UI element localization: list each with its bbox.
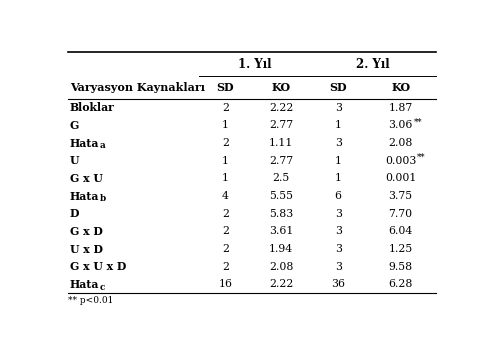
Text: G x U: G x U <box>70 173 103 184</box>
Text: 3: 3 <box>335 209 342 219</box>
Text: G x D: G x D <box>70 226 103 237</box>
Text: 2.22: 2.22 <box>269 280 294 290</box>
Text: 1: 1 <box>335 120 342 130</box>
Text: SD: SD <box>216 82 234 93</box>
Text: 2: 2 <box>222 103 229 113</box>
Text: Bloklar: Bloklar <box>70 102 115 113</box>
Text: 5.55: 5.55 <box>269 191 293 201</box>
Text: **: ** <box>414 117 422 126</box>
Text: D: D <box>70 208 79 219</box>
Text: 2: 2 <box>222 138 229 148</box>
Text: c: c <box>100 283 105 292</box>
Text: 16: 16 <box>218 280 232 290</box>
Text: 0.003: 0.003 <box>385 156 417 166</box>
Text: Hata: Hata <box>70 137 99 148</box>
Text: b: b <box>100 194 106 203</box>
Text: 1.25: 1.25 <box>388 244 413 254</box>
Text: 3: 3 <box>335 138 342 148</box>
Text: 5.83: 5.83 <box>269 209 294 219</box>
Text: 2. Yıl: 2. Yıl <box>356 58 390 71</box>
Text: 3.61: 3.61 <box>269 226 294 236</box>
Text: G: G <box>70 120 79 131</box>
Text: 1.11: 1.11 <box>269 138 294 148</box>
Text: 2: 2 <box>222 262 229 272</box>
Text: 2: 2 <box>222 226 229 236</box>
Text: KO: KO <box>272 82 291 93</box>
Text: Hata: Hata <box>70 191 99 201</box>
Text: 3: 3 <box>335 244 342 254</box>
Text: 1.87: 1.87 <box>388 103 413 113</box>
Text: 9.58: 9.58 <box>389 262 413 272</box>
Text: 1.94: 1.94 <box>269 244 294 254</box>
Text: U: U <box>70 155 79 166</box>
Text: 3.75: 3.75 <box>389 191 413 201</box>
Text: 2.08: 2.08 <box>269 262 294 272</box>
Text: 1: 1 <box>335 156 342 166</box>
Text: 7.70: 7.70 <box>389 209 413 219</box>
Text: 0.001: 0.001 <box>385 173 417 183</box>
Text: 1: 1 <box>335 173 342 183</box>
Text: 3: 3 <box>335 103 342 113</box>
Text: **: ** <box>417 153 426 162</box>
Text: 2.08: 2.08 <box>388 138 413 148</box>
Text: 1: 1 <box>222 156 229 166</box>
Text: 2: 2 <box>222 244 229 254</box>
Text: SD: SD <box>330 82 347 93</box>
Text: a: a <box>100 141 105 150</box>
Text: 1: 1 <box>222 173 229 183</box>
Text: Varyasyon Kaynakları: Varyasyon Kaynakları <box>70 82 205 93</box>
Text: 2.77: 2.77 <box>269 120 294 130</box>
Text: ** p<0.01: ** p<0.01 <box>68 296 114 305</box>
Text: 3: 3 <box>335 226 342 236</box>
Text: 2.5: 2.5 <box>273 173 290 183</box>
Text: 2.77: 2.77 <box>269 156 294 166</box>
Text: 6: 6 <box>335 191 342 201</box>
Text: 4: 4 <box>222 191 229 201</box>
Text: 6.28: 6.28 <box>388 280 413 290</box>
Text: U x D: U x D <box>70 244 103 255</box>
Text: Hata: Hata <box>70 279 99 290</box>
Text: G x U x D: G x U x D <box>70 261 126 272</box>
Text: 1. Yıl: 1. Yıl <box>238 58 271 71</box>
Text: 2: 2 <box>222 209 229 219</box>
Text: 2.22: 2.22 <box>269 103 294 113</box>
Text: 6.04: 6.04 <box>388 226 413 236</box>
Text: 3: 3 <box>335 262 342 272</box>
Text: KO: KO <box>391 82 410 93</box>
Text: 36: 36 <box>331 280 345 290</box>
Text: 3.06: 3.06 <box>388 120 413 130</box>
Text: 1: 1 <box>222 120 229 130</box>
